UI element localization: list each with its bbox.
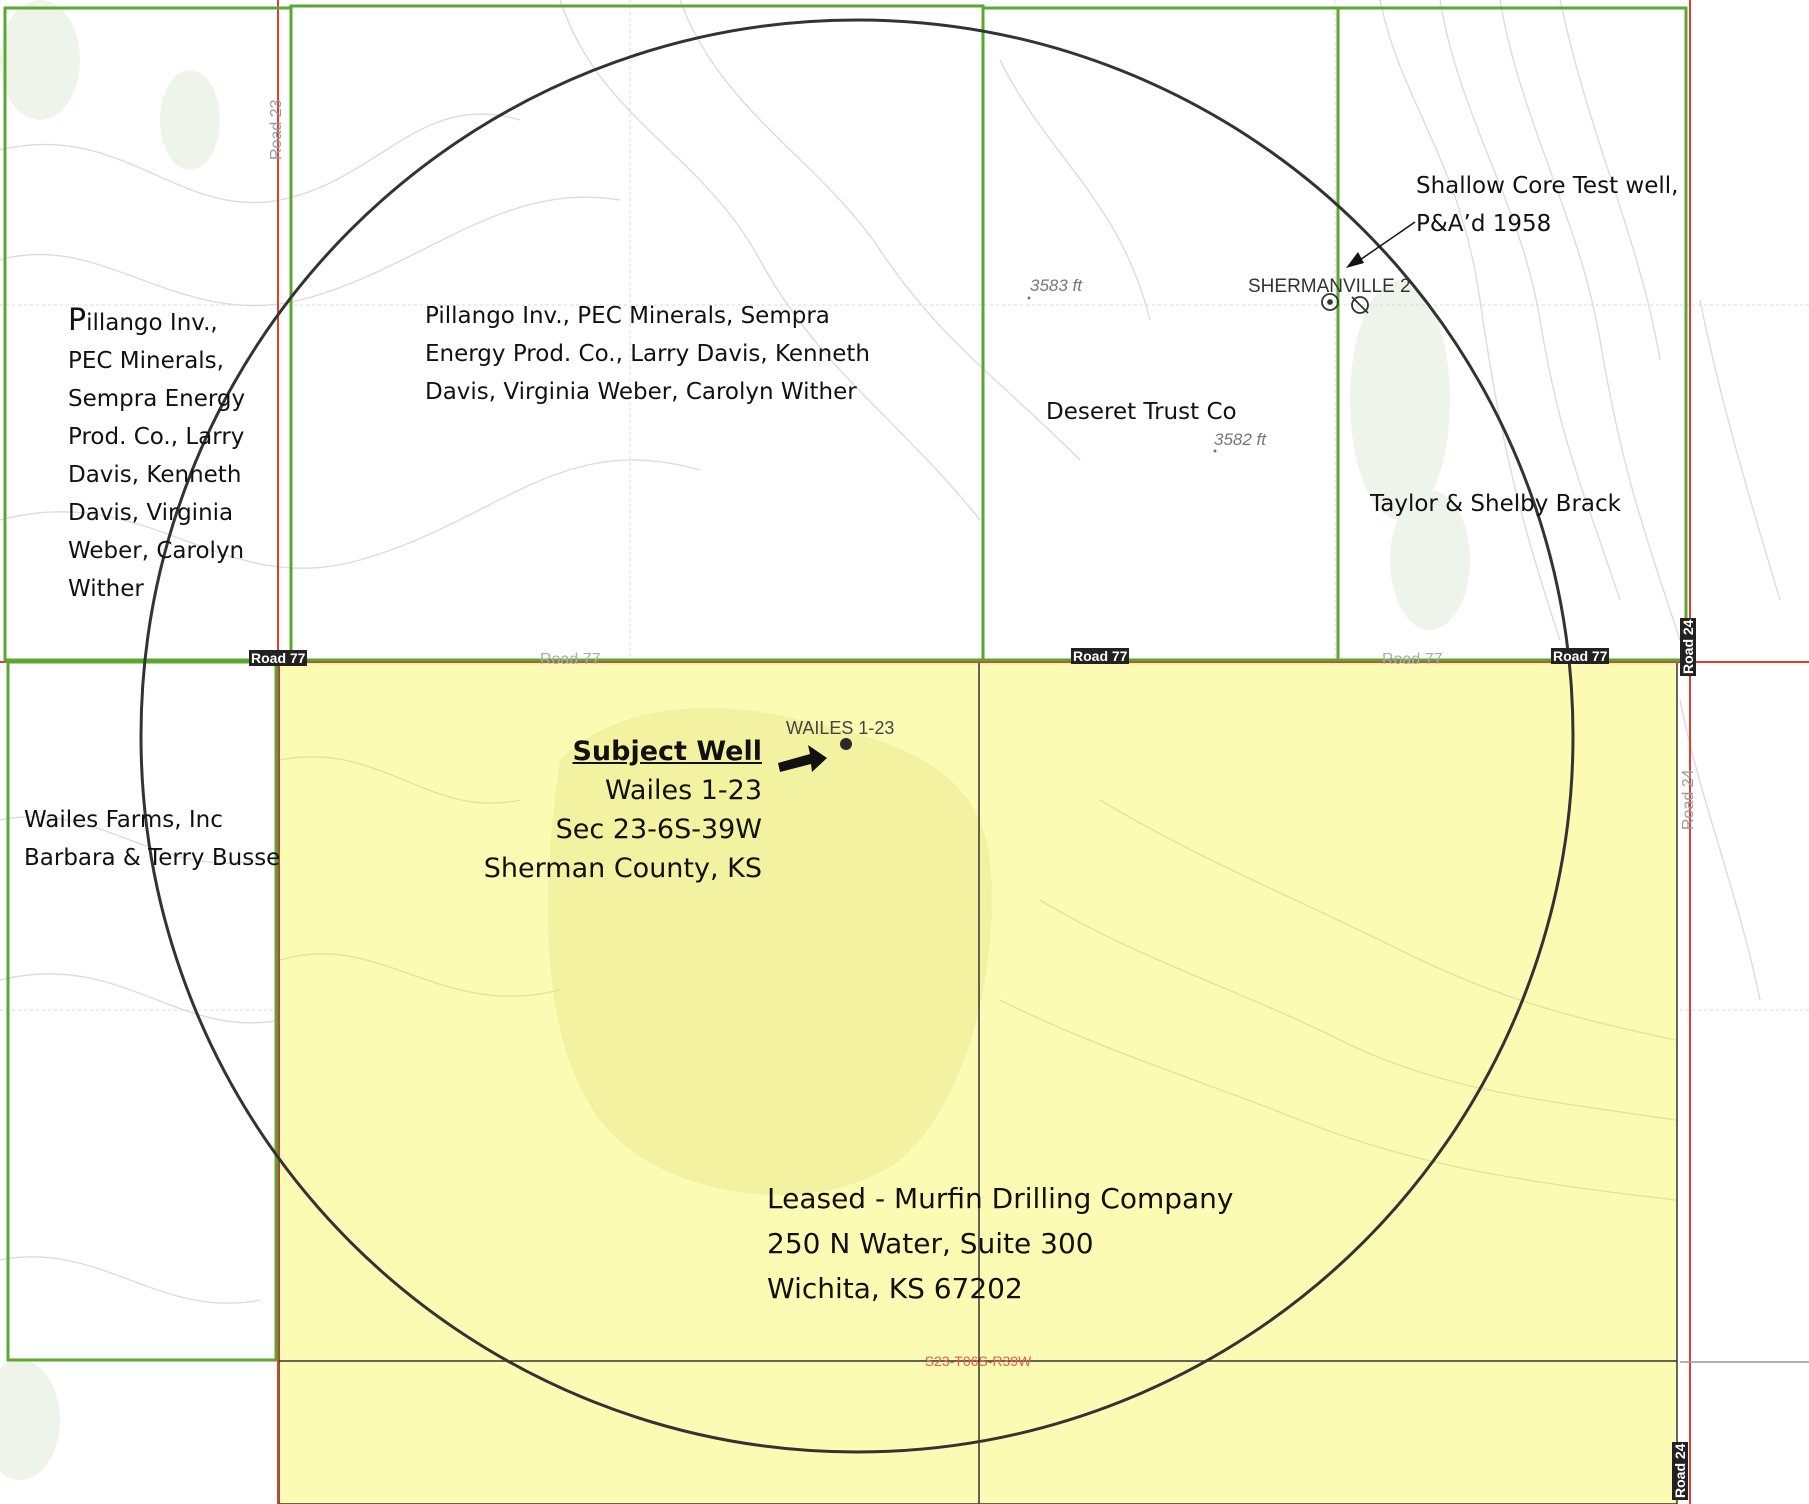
lease-line3: Wichita, KS 67202 xyxy=(767,1272,1023,1305)
road-24-shield-1: Road 24 xyxy=(1680,617,1696,676)
subject-well-name: Wailes 1-23 xyxy=(604,775,762,806)
subject-well-section: Sec 23-6S-39W xyxy=(555,814,762,845)
owner-nw-far-line4: Prod. Co., Larry xyxy=(68,424,245,450)
subject-well-county: Sherman County, KS xyxy=(483,853,762,884)
offset-well-arrow xyxy=(1346,221,1416,268)
lease-line2: 250 N Water, Suite 300 xyxy=(767,1227,1094,1260)
owner-nw-far-line3: Sempra Energy xyxy=(68,386,246,412)
radius-circle xyxy=(139,18,1575,1454)
owner-n-center-line3: Davis, Virginia Weber, Carolyn Wither xyxy=(425,379,857,405)
owner-nw-far-line5: Davis, Kenneth xyxy=(68,462,242,488)
parcel-boundaries xyxy=(3,4,1688,1362)
owner-w-line1: Wailes Farms, Inc xyxy=(24,807,223,833)
subject-well-arrow xyxy=(778,745,827,772)
road-24-shield-2: Road 24 xyxy=(1672,1441,1688,1500)
owner-ne-far: Taylor & Shelby Brack xyxy=(1370,491,1621,517)
offset-well-note-line1: Shallow Core Test well, xyxy=(1416,173,1679,199)
elevation-dot-1 xyxy=(1027,296,1031,300)
owner-nw-far-line7: Weber, Carolyn xyxy=(68,538,245,564)
owner-nw-far-line1-rest: illango Inv., xyxy=(86,310,218,336)
vegetation-in-lease xyxy=(548,708,992,1195)
owner-n-center-line1: Pillango Inv., PEC Minerals, Sempra xyxy=(425,303,830,329)
road-77-label-2: Road 77 xyxy=(1382,651,1443,668)
subject-well-map-label: WAILES 1-23 xyxy=(786,718,895,738)
lease-line1: Leased - Murfin Drilling Company xyxy=(767,1182,1234,1215)
owner-n-center-line2: Energy Prod. Co., Larry Davis, Kenneth xyxy=(425,341,870,367)
road-77-shield-3: Road 77 xyxy=(1551,648,1610,664)
owner-nw-far-initial: P xyxy=(68,303,87,338)
offset-well-symbols xyxy=(1321,293,1369,314)
elevation-label-1: 3583 ft xyxy=(1030,276,1082,295)
road-24-label: Road 24 xyxy=(1680,769,1697,831)
lease-contours xyxy=(279,756,1677,1201)
subject-well-block: Subject Well Wailes 1-23 Sec 23-6S-39W S… xyxy=(430,732,762,888)
owner-nw-far-line2: PEC Minerals, xyxy=(68,348,224,374)
road-77-label-1: Road 77 xyxy=(540,651,601,668)
owner-nw-far-line6: Davis, Virginia xyxy=(68,500,234,526)
road-77-shield-2: Road 77 xyxy=(1071,648,1130,664)
owner-w: Wailes Farms, Inc Barbara & Terry Busse xyxy=(24,801,280,877)
section-label: S23-T06S-R39W xyxy=(925,1353,1032,1369)
offset-well-note-line2: P&A’d 1958 xyxy=(1416,211,1552,237)
owner-nw-far: Pillango Inv., PEC Minerals, Sempra Ener… xyxy=(68,302,245,608)
elevation-label-2: 3582 ft xyxy=(1214,430,1266,449)
road-77-shield-1: Road 77 xyxy=(249,650,308,666)
subject-well-marker xyxy=(840,738,852,750)
offset-well-note: Shallow Core Test well, P&A’d 1958 xyxy=(1416,167,1678,243)
offset-well-map-label: SHERMANVILLE 2 xyxy=(1248,276,1411,297)
elevation-dot-2 xyxy=(1213,449,1217,453)
owner-w-line2: Barbara & Terry Busse xyxy=(24,845,281,871)
lease-block: Leased - Murfin Drilling Company 250 N W… xyxy=(767,1176,1234,1311)
vegetation-patches xyxy=(0,0,1470,1480)
subject-well-heading: Subject Well xyxy=(572,736,762,767)
owner-ne: Deseret Trust Co xyxy=(1046,399,1237,425)
owner-nw-far-line1: Pillango Inv., xyxy=(68,302,245,342)
owner-nw-far-line8: Wither xyxy=(68,576,144,602)
owner-n-center: Pillango Inv., PEC Minerals, Sempra Ener… xyxy=(425,297,870,411)
road-23-label: Road 23 xyxy=(268,99,285,161)
